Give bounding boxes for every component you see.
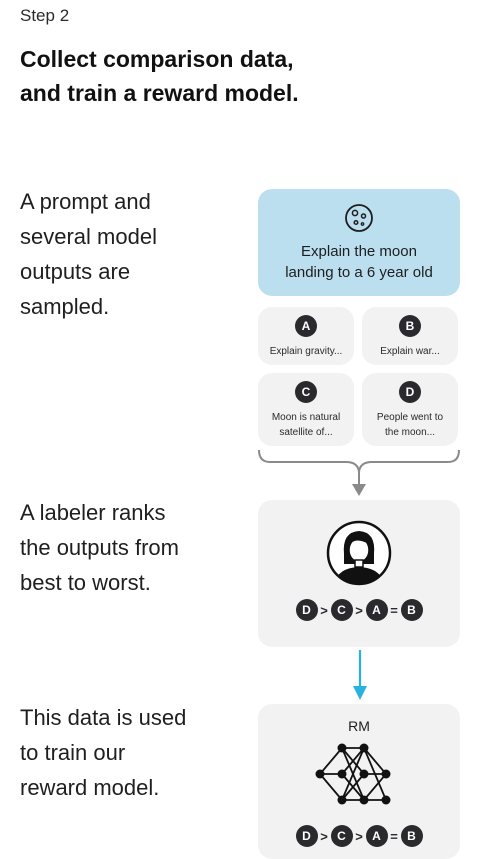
output-card-a: A Explain gravity...: [258, 307, 354, 365]
description-trained: This data is used to train our reward mo…: [20, 700, 250, 805]
description-line: A prompt and: [20, 189, 151, 214]
rank-badge-c: C: [330, 599, 353, 621]
description-line: best to worst.: [20, 570, 151, 595]
person-icon: [326, 520, 392, 586]
output-card-c: C Moon is natural satellite of...: [258, 373, 354, 446]
output-line: Explain gravity...: [269, 346, 343, 357]
output-text-d: People went to the moon...: [362, 410, 458, 440]
title-line-2: and train a reward model.: [20, 80, 299, 106]
rm-ranking: D > C > A = B: [258, 824, 460, 848]
moon-icon: [345, 204, 373, 232]
description-line: the outputs from: [20, 535, 179, 560]
brace-arrow-icon: [258, 449, 460, 496]
neural-network-icon: [315, 743, 391, 805]
description-line: to train our: [20, 740, 126, 765]
output-card-b: B Explain war...: [362, 307, 458, 365]
labeler-card: D > C > A = B: [258, 500, 460, 647]
rank-badge-a: A: [365, 825, 388, 847]
output-line: the moon...: [384, 427, 436, 438]
output-text-c: Moon is natural satellite of...: [258, 410, 354, 440]
output-badge-d: D: [399, 381, 421, 403]
prompt-line-1: Explain the moon: [301, 243, 417, 260]
rank-operator: =: [390, 602, 398, 618]
step-label: Step 2: [20, 6, 70, 25]
rank-operator: >: [320, 828, 328, 844]
output-badge-c: C: [295, 381, 317, 403]
description-line: sampled.: [20, 294, 110, 319]
prompt-card: Explain the moon landing to a 6 year old: [258, 189, 460, 296]
description-line: This data is used: [20, 705, 187, 730]
labeler-ranking: D > C > A = B: [258, 598, 460, 622]
prompt-text: Explain the moon landing to a 6 year old: [258, 241, 460, 283]
rank-badge-b: B: [400, 599, 423, 621]
prompt-line-2: landing to a 6 year old: [285, 264, 433, 281]
output-badge-b: B: [399, 315, 421, 337]
rank-operator: >: [355, 602, 363, 618]
output-badge-a: A: [295, 315, 317, 337]
description-line: several model: [20, 224, 157, 249]
output-line: People went to: [376, 412, 444, 423]
rank-badge-c: C: [330, 825, 353, 847]
description-line: reward model.: [20, 775, 160, 800]
description-ranked: A labeler ranks the outputs from best to…: [20, 495, 250, 600]
description-line: outputs are: [20, 259, 131, 284]
reward-model-card: RM: [258, 704, 460, 859]
rm-label: RM: [348, 718, 370, 734]
rank-operator: >: [355, 828, 363, 844]
rank-operator: =: [390, 828, 398, 844]
rank-operator: >: [320, 602, 328, 618]
description-sampled: A prompt and several model outputs are s…: [20, 184, 250, 324]
output-line: Moon is natural: [271, 412, 341, 423]
page-title: Collect comparison data, and train a rew…: [20, 42, 460, 110]
down-arrow-icon: [353, 650, 367, 700]
description-line: A labeler ranks: [20, 500, 166, 525]
output-line: satellite of...: [279, 427, 333, 438]
rank-badge-b: B: [400, 825, 423, 847]
title-line-1: Collect comparison data,: [20, 46, 294, 72]
output-text-b: Explain war...: [362, 344, 458, 359]
rank-badge-d: D: [295, 599, 318, 621]
output-text-a: Explain gravity...: [258, 344, 354, 359]
rank-badge-a: A: [365, 599, 388, 621]
output-line: Explain war...: [380, 346, 440, 357]
output-card-d: D People went to the moon...: [362, 373, 458, 446]
rank-badge-d: D: [295, 825, 318, 847]
